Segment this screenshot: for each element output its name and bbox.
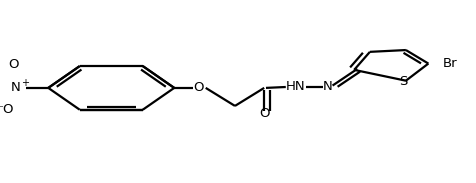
- Text: N: N: [11, 81, 21, 94]
- Text: +: +: [21, 78, 30, 88]
- Text: ⁻O: ⁻O: [0, 103, 14, 116]
- Text: O: O: [193, 81, 204, 94]
- Text: Br: Br: [442, 57, 456, 70]
- Text: O: O: [9, 58, 19, 71]
- Text: N: N: [323, 81, 332, 94]
- Text: O: O: [258, 107, 269, 120]
- Text: S: S: [398, 75, 407, 88]
- Text: HN: HN: [285, 81, 305, 94]
